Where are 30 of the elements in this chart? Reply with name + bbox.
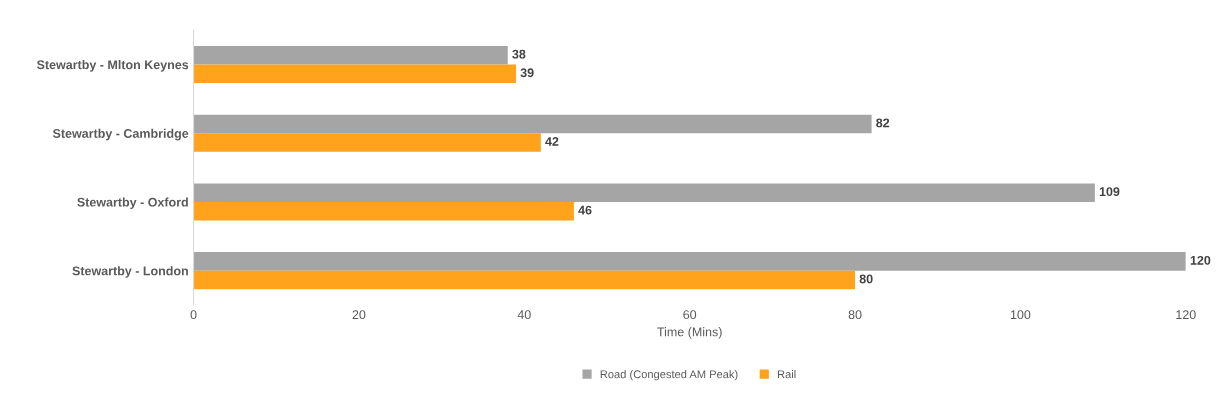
bar (193, 270, 856, 290)
data-label: 109 (1099, 187, 1120, 197)
data-label: 80 (859, 274, 873, 284)
bar (193, 64, 517, 84)
data-label: 38 (512, 49, 526, 59)
data-label: 39 (520, 68, 534, 78)
x-tick-label: 60 (683, 310, 697, 320)
y-tick-label: Stewartby - Mlton Keynes (36, 60, 189, 72)
x-tick-label: 80 (848, 310, 862, 320)
data-label: 42 (545, 137, 559, 146)
bar (193, 133, 541, 152)
bar (193, 183, 1095, 202)
x-tick-label: 40 (517, 310, 531, 320)
x-tick-label: 100 (1010, 310, 1031, 320)
y-tick-label: Stewartby - Cambridge (52, 128, 189, 141)
x-tick-label: 20 (352, 310, 366, 320)
x-tick-label: 0 (190, 310, 197, 320)
legend-label: Rail (777, 370, 796, 379)
y-tick-label: Stewartby - London (72, 266, 188, 278)
y-tick-label: Stewartby - Oxford (77, 197, 188, 210)
bar (193, 201, 574, 221)
x-tick-label: 120 (1176, 310, 1196, 320)
bar (193, 252, 1186, 271)
data-label: 82 (876, 118, 890, 128)
x-axis-title: Time (Mins) (657, 327, 722, 339)
legend-label: Road (Congested AM Peak) (600, 370, 738, 381)
data-label: 120 (1190, 255, 1211, 265)
bar (193, 114, 872, 134)
bar (193, 45, 508, 65)
data-label: 46 (578, 205, 592, 215)
